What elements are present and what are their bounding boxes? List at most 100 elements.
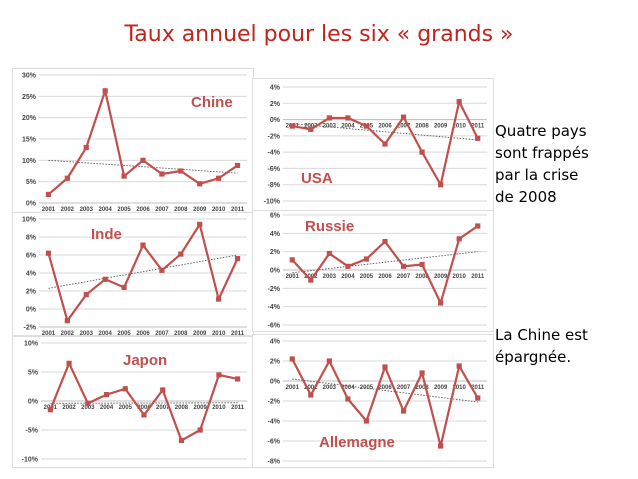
data-point [83,144,89,151]
data-point [419,261,425,268]
trend-line [292,123,478,141]
x-tick-label: 2003 [80,207,94,213]
data-point [160,387,166,393]
y-tick-label: -2% [24,325,37,332]
data-point [345,263,351,269]
chart-panel-chine: 0% 5% 10% 15% 20% 25% 30% 2001 2002 2003 2004 2005 2… [12,68,254,214]
y-tick-label: 10% [22,158,37,165]
data-point [475,395,481,401]
chart-chine: 0% 5% 10% 15% 20% 25% 30% 2001 2002 2003 2004 2005 2… [22,73,247,213]
note-crisis-line: Quatre pays [495,122,587,140]
y-tick-label: -4% [268,150,281,157]
data-point [382,141,388,147]
data-point [289,356,295,362]
chart-panel-japon: 10%5%0%-5%-10%20012002200320042005200620… [12,336,254,468]
y-tick-label: -4% [268,304,281,311]
slide-title: Taux annuel pour les six « grands » [124,22,514,47]
y-tick-label: 6% [26,253,37,260]
data-point [140,242,146,248]
x-tick-label: 2002 [62,405,76,411]
note-china-line: épargnée. [495,348,572,366]
data-point [197,427,203,433]
chart-usa: 4%2%0%-2%-4%-6%-8%-10%200120022003200420… [264,85,487,206]
x-tick-label: 2003 [80,331,94,337]
y-tick-label: -2% [268,399,281,406]
y-tick-label: 20% [22,115,37,122]
x-tick-label: 2001 [286,385,300,391]
x-tick-label: 2004 [341,385,355,391]
data-point [363,256,370,262]
x-tick-label: 2009 [193,207,207,213]
x-tick-label: 2011 [231,207,245,213]
data-point [178,437,185,444]
x-tick-label: 2007 [397,385,411,391]
y-tick-label: -6% [268,323,281,330]
x-tick-label: 2007 [156,405,170,411]
data-point [363,418,370,424]
y-tick-label: -10% [264,199,281,206]
data-point [45,191,52,198]
data-point [438,182,444,188]
chart-inde: -2% 0% 2% 4% 6% 8% 10% 2001 2002 2003 2004 2005 2006… [22,217,247,337]
data-point [456,363,462,369]
x-tick-label: 2009 [434,385,448,391]
y-tick-label: -8% [268,459,281,466]
chart-allemagne: 4%2%0%-2%-4%-6%-8%2001 2002 2003 2004 2005 20… [268,339,487,466]
x-tick-label: 2008 [174,331,188,337]
data-point [102,276,108,282]
y-tick-label: -2% [268,133,281,140]
x-tick-label: 2008 [174,207,188,213]
x-tick-label: 2011 [231,405,245,411]
x-tick-label: 2009 [194,405,208,411]
x-tick-label: 2002 [61,331,75,337]
data-point [85,400,91,406]
y-tick-label: 8% [26,235,37,242]
data-point [326,250,332,257]
trend-line [50,402,238,404]
data-point [382,238,388,245]
x-tick-label: 2010 [453,124,467,130]
y-tick-label: 25% [22,94,37,101]
chart-russie: 6% 4% 2% 0% -2% -4% -6% 2001 2002 2003 2004 2005 200… [268,213,487,330]
data-point [216,296,222,302]
chart-panel-usa: 4%2%0%-2%-4%-6%-8%-10%200120022003200420… [252,78,494,212]
y-tick-label: 0% [26,201,37,208]
y-tick-label: 2% [270,359,281,366]
x-tick-label: 2003 [323,385,337,391]
y-tick-label: 6% [270,213,281,220]
x-tick-label: 2011 [231,331,245,337]
x-tick-label: 2006 [136,207,150,213]
data-point [382,364,388,370]
data-point [363,123,370,129]
data-point [197,181,203,187]
y-tick-label: -8% [268,182,281,189]
chart-label: Chine [191,94,233,111]
note-crisis-line: par la crise [495,166,579,184]
y-tick-label: 4% [270,231,281,238]
data-point [216,175,222,181]
x-tick-label: 2004 [99,207,113,213]
data-point [47,407,53,413]
data-point [289,257,295,263]
data-point [308,126,314,132]
y-tick-label: -6% [268,439,281,446]
x-tick-label: 2005 [119,405,133,411]
y-tick-label: 0% [270,268,281,275]
data-point [475,223,481,229]
chart-panel-inde: -2% 0% 2% 4% 6% 8% 10% 2001 2002 2003 2004 2005 2006… [12,212,254,337]
x-tick-label: 2009 [434,124,448,130]
data-point [235,376,241,382]
data-point [475,135,481,141]
data-point [308,392,314,398]
x-tick-label: 2007 [397,124,411,130]
data-point [419,370,425,376]
data-point [216,372,222,378]
y-tick-label: 0% [270,117,281,124]
y-tick-label: -4% [268,419,281,426]
trend-line [292,251,478,274]
y-tick-label: 0% [26,307,37,314]
y-tick-label: 0% [28,399,39,406]
data-point [326,115,332,121]
data-point [103,392,110,398]
x-tick-label: 2005 [360,274,374,280]
